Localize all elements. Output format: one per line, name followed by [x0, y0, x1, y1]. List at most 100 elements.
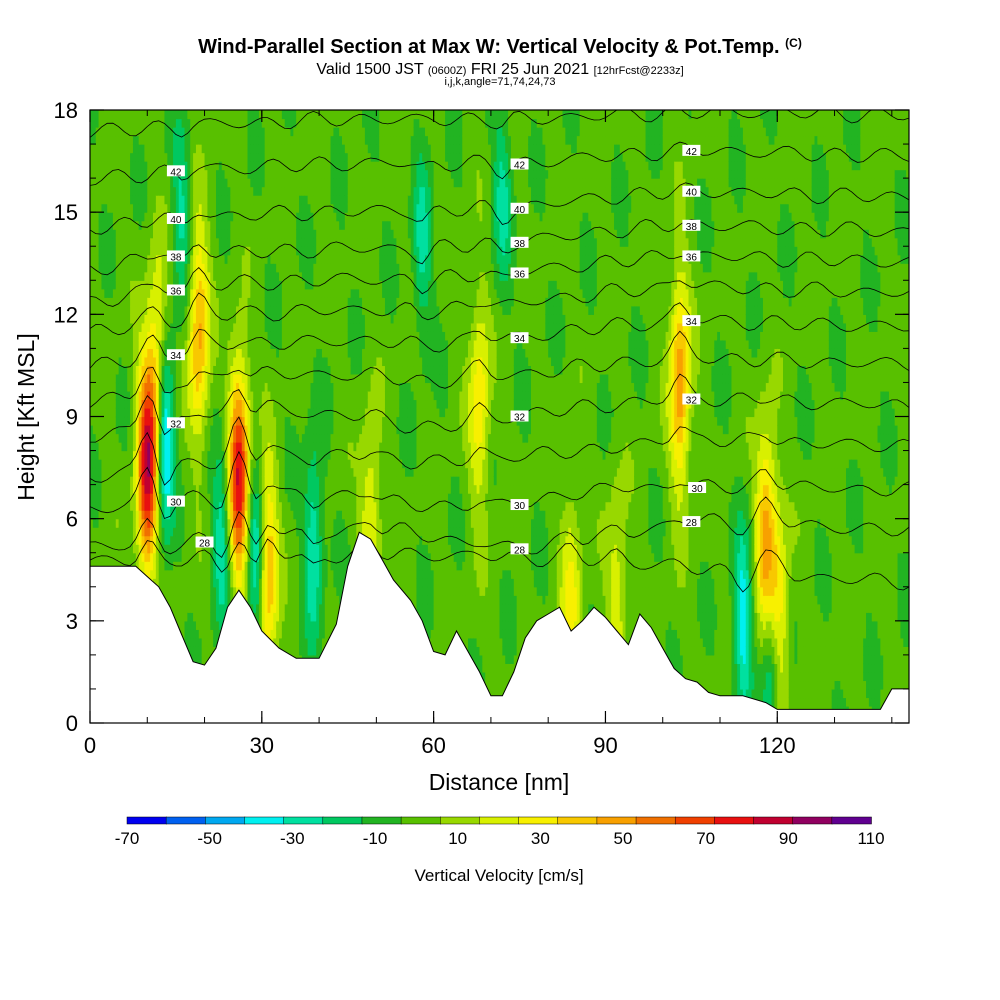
- velocity-cell: [273, 603, 277, 613]
- velocity-cell: [238, 178, 243, 188]
- velocity-cell: [167, 552, 171, 562]
- velocity-cell: [236, 416, 240, 426]
- velocity-cell: [124, 501, 128, 511]
- velocity-cell: [207, 186, 211, 196]
- velocity-cell: [144, 501, 148, 511]
- velocity-cell: [267, 552, 272, 562]
- velocity-cell: [170, 552, 174, 562]
- velocity-cell: [95, 288, 100, 298]
- velocity-cell: [207, 314, 211, 324]
- velocity-cell: [236, 144, 240, 154]
- velocity-cell: [241, 493, 246, 503]
- velocity-cell: [138, 501, 143, 511]
- velocity-cell: [107, 297, 111, 307]
- velocity-cell: [175, 263, 180, 273]
- velocity-cell: [241, 203, 246, 213]
- velocity-cell: [210, 203, 214, 213]
- velocity-cell: [153, 229, 157, 239]
- velocity-cell: [233, 288, 237, 298]
- velocity-cell: [173, 552, 177, 562]
- velocity-cell: [273, 135, 277, 145]
- velocity-cell: [276, 373, 280, 384]
- velocity-cell: [158, 365, 163, 375]
- velocity-cell: [236, 135, 240, 145]
- velocity-cell: [132, 212, 137, 222]
- velocity-cell: [204, 135, 209, 145]
- velocity-cell: [138, 331, 143, 341]
- velocity-cell: [193, 629, 197, 639]
- velocity-cell: [270, 425, 274, 435]
- velocity-cell: [195, 246, 200, 256]
- velocity-cell: [221, 297, 226, 307]
- velocity-cell: [135, 518, 140, 528]
- velocity-cell: [153, 416, 157, 426]
- velocity-cell: [267, 144, 272, 154]
- velocity-cell: [256, 152, 260, 162]
- velocity-cell: [135, 382, 140, 392]
- velocity-cell: [98, 144, 103, 154]
- velocity-cell: [147, 178, 151, 188]
- velocity-cell: [107, 535, 111, 545]
- velocity-cell: [121, 237, 125, 247]
- velocity-cell: [224, 476, 229, 486]
- velocity-cell: [195, 314, 200, 324]
- velocity-cell: [127, 314, 131, 324]
- velocity-cell: [204, 254, 209, 264]
- velocity-cell: [256, 237, 260, 247]
- velocity-cell: [273, 322, 277, 332]
- velocity-cell: [241, 373, 246, 384]
- velocity-cell: [210, 425, 214, 435]
- velocity-cell: [204, 263, 209, 273]
- velocity-cell: [121, 416, 125, 426]
- velocity-cell: [173, 578, 177, 588]
- velocity-cell: [230, 195, 234, 205]
- velocity-cell: [181, 552, 186, 562]
- velocity-cell: [178, 144, 183, 154]
- velocity-cell: [164, 416, 168, 426]
- velocity-cell: [204, 152, 209, 162]
- velocity-cell: [101, 527, 105, 537]
- velocity-cell: [118, 195, 123, 205]
- velocity-cell: [167, 484, 171, 494]
- velocity-cell: [175, 467, 180, 477]
- velocity-cell: [253, 237, 257, 247]
- velocity-cell: [250, 195, 254, 205]
- velocity-cell: [267, 603, 272, 613]
- velocity-cell: [284, 212, 289, 222]
- velocity-cell: [276, 510, 280, 520]
- velocity-cell: [193, 416, 197, 426]
- velocity-cell: [195, 552, 200, 562]
- velocity-cell: [167, 518, 171, 528]
- velocity-cell: [221, 407, 226, 418]
- velocity-cell: [250, 535, 254, 545]
- velocity-cell: [204, 595, 209, 605]
- velocity-cell: [110, 510, 114, 520]
- velocity-cell: [130, 203, 134, 213]
- velocity-cell: [258, 152, 263, 162]
- velocity-cell: [107, 237, 111, 247]
- velocity-cell: [216, 603, 220, 613]
- velocity-cell: [276, 322, 280, 332]
- velocity-cell: [221, 127, 226, 137]
- velocity-cell: [250, 476, 254, 486]
- velocity-cell: [258, 186, 263, 196]
- velocity-cell: [150, 425, 154, 435]
- velocity-cell: [153, 220, 157, 230]
- velocity-cell: [213, 476, 217, 486]
- velocity-cell: [112, 425, 117, 435]
- velocity-cell: [238, 425, 243, 435]
- velocity-cell: [115, 510, 120, 520]
- velocity-cell: [104, 390, 108, 401]
- velocity-cell: [241, 152, 246, 162]
- velocity-cell: [193, 254, 197, 264]
- velocity-cell: [258, 390, 263, 401]
- velocity-cell: [92, 382, 97, 392]
- velocity-cell: [187, 229, 191, 239]
- velocity-cell: [181, 484, 186, 494]
- velocity-cell: [195, 527, 200, 537]
- velocity-cell: [244, 459, 249, 469]
- velocity-cell: [210, 595, 214, 605]
- velocity-cell: [98, 467, 103, 477]
- velocity-cell: [158, 476, 163, 486]
- velocity-cell: [127, 195, 131, 205]
